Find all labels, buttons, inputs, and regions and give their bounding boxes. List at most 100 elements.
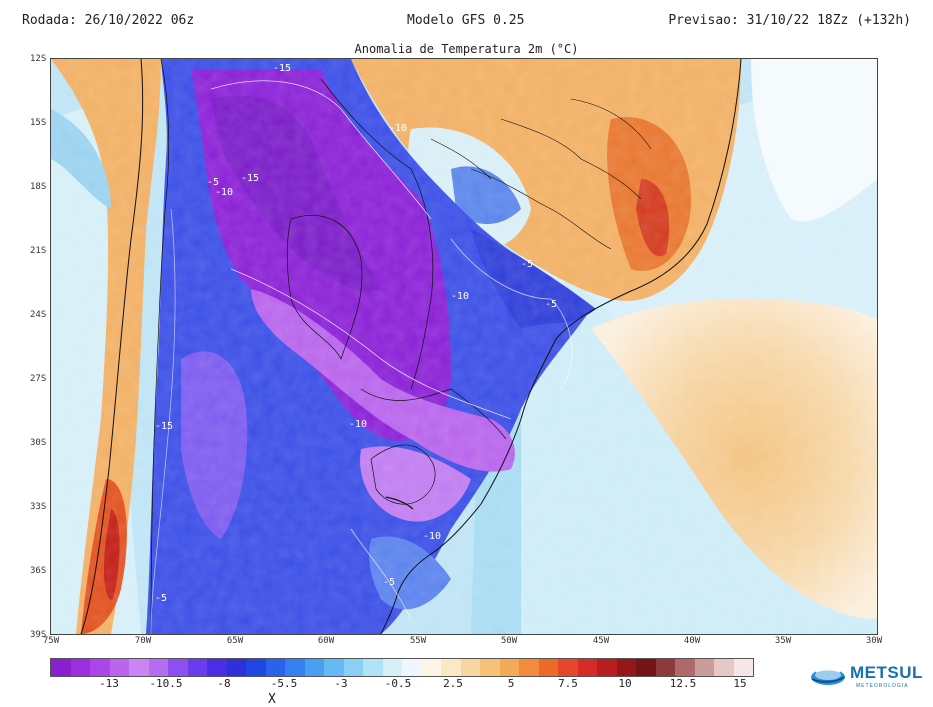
colorbar-swatch <box>168 659 188 676</box>
colorbar-swatch <box>577 659 597 676</box>
svg-text:-5: -5 <box>207 177 219 188</box>
colorbar-swatch <box>538 659 558 676</box>
lon-tick: 70W <box>134 636 152 646</box>
lat-tick: 18S <box>30 182 47 192</box>
colorbar-swatch <box>109 659 129 676</box>
lon-tick: 35W <box>774 636 792 646</box>
lat-tick: 12S <box>30 54 47 64</box>
colorbar-swatch <box>655 659 675 676</box>
colorbar-label: -10.5 <box>149 677 183 690</box>
colorbar-swatch <box>207 659 227 676</box>
svg-text:-10: -10 <box>389 123 407 134</box>
logo-subtitle: METEOROLOGIA <box>856 683 909 689</box>
colorbar-swatch <box>304 659 324 676</box>
lon-tick: 50W <box>500 636 518 646</box>
svg-text:-5: -5 <box>383 577 395 588</box>
colorbar-swatch <box>636 659 656 676</box>
colorbar-swatch <box>129 659 149 676</box>
colorbar-swatch <box>733 659 753 676</box>
colorbar-swatch <box>148 659 168 676</box>
lat-tick: 21S <box>30 246 47 256</box>
colorbar-swatch <box>694 659 714 676</box>
lon-tick: 60W <box>317 636 335 646</box>
colorbar-label: 2.5 <box>443 677 463 690</box>
colorbar-swatch <box>519 659 539 676</box>
logo-wordmark: METSUL <box>850 663 923 682</box>
colorbar-swatch <box>597 659 617 676</box>
svg-text:-15: -15 <box>155 421 173 432</box>
run-time-label: Rodada: 26/10/2022 06z <box>22 13 195 28</box>
contour-label-1: -15 <box>273 63 291 74</box>
contour-label-6: -5 <box>521 259 533 270</box>
lon-tick: 40W <box>683 636 701 646</box>
colorbar-swatch <box>675 659 695 676</box>
contour-label-7: -10 <box>451 291 469 302</box>
colorbar-swatch <box>616 659 636 676</box>
colorbar-swatch <box>187 659 207 676</box>
svg-text:-15: -15 <box>273 63 291 74</box>
colorbar-swatch <box>51 659 71 676</box>
contour-label-2: -10 <box>389 123 407 134</box>
lat-tick: 39S <box>30 630 47 640</box>
model-name-label: Modelo GFS 0.25 <box>407 13 525 28</box>
colorbar-swatch <box>285 659 305 676</box>
lat-tick: 33S <box>30 502 47 512</box>
lat-tick: 15S <box>30 118 47 128</box>
colorbar-label: -5.5 <box>270 677 298 690</box>
metsul-logo: METSUL METEOROLOGIA <box>808 659 922 695</box>
colorbar-label: -13 <box>99 677 119 690</box>
colorbar-label: -8 <box>217 677 231 690</box>
colorbar-swatch <box>70 659 90 676</box>
svg-text:-5: -5 <box>521 259 533 270</box>
paraguay-border <box>286 215 363 360</box>
colorbar-label: 15 <box>733 677 747 690</box>
svg-text:-10: -10 <box>215 187 233 198</box>
contour-label-3: -15 <box>241 173 259 184</box>
lat-tick: 27S <box>30 374 47 384</box>
lat-tick: 36S <box>30 566 47 576</box>
map-canvas: -15 -10 -15 -5 -10 -5 -10 -5 -15 -10 -10… <box>51 59 877 634</box>
contour-label-9: -15 <box>155 421 173 432</box>
colorbar-swatch <box>714 659 734 676</box>
pacific-coastline <box>80 59 144 634</box>
colorbar-label: 12.5 <box>669 677 697 690</box>
uruguay-border <box>370 444 436 505</box>
colorbar-swatch <box>324 659 344 676</box>
colorbar-unit: X <box>268 692 276 707</box>
colorbar-swatch <box>265 659 285 676</box>
colorbar-label: 10 <box>618 677 632 690</box>
atlantic-coastline <box>380 59 742 634</box>
colorbar-swatch <box>460 659 480 676</box>
svg-text:-10: -10 <box>423 531 441 542</box>
lat-tick: 24S <box>30 310 47 320</box>
lon-tick: 65W <box>226 636 244 646</box>
contour-label-8: -5 <box>545 299 557 310</box>
colorbar-swatch <box>226 659 246 676</box>
contour-label-12: -5 <box>383 577 395 588</box>
colorbar-label: -0.5 <box>384 677 412 690</box>
anomaly-map[interactable]: -15 -10 -15 -5 -10 -5 -10 -5 -15 -10 -10… <box>50 58 878 635</box>
colorbar <box>50 658 754 677</box>
lon-tick: 75W <box>42 636 60 646</box>
colorbar-swatch <box>246 659 266 676</box>
globe-icon <box>811 669 845 685</box>
svg-text:-5: -5 <box>545 299 557 310</box>
svg-text:-10: -10 <box>451 291 469 302</box>
andes-border <box>150 59 170 634</box>
colorbar-swatch <box>499 659 519 676</box>
lon-tick: 45W <box>592 636 610 646</box>
contour-label-10: -10 <box>349 419 367 430</box>
lat-tick: 30S <box>30 438 47 448</box>
forecast-time-label: Previsao: 31/10/22 18Zz (+132h) <box>668 13 911 28</box>
colorbar-swatch <box>363 659 383 676</box>
colorbar-label: 5 <box>507 677 515 690</box>
colorbar-swatch <box>441 659 461 676</box>
colorbar-swatch <box>402 659 422 676</box>
colorbar-swatch <box>343 659 363 676</box>
svg-text:-10: -10 <box>349 419 367 430</box>
colorbar-swatch <box>382 659 402 676</box>
map-title: Anomalia de Temperatura 2m (°C) <box>354 42 579 56</box>
colorbar-swatch <box>558 659 578 676</box>
contour-label-4: -5 <box>207 177 219 188</box>
colorbar-label: -3 <box>334 677 348 690</box>
